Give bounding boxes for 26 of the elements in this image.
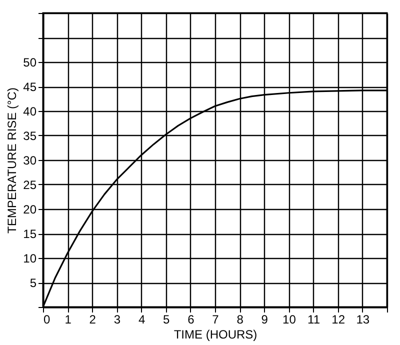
y-tick-label: 30	[23, 154, 37, 168]
x-tick-label: 1	[64, 312, 72, 326]
x-tick-label: 2	[89, 312, 96, 326]
y-tick-label: 10	[23, 252, 37, 266]
x-tick-label: 11	[308, 312, 320, 326]
x-tick-label: 13	[356, 312, 370, 326]
x-axis-title: TIME (HOURS)	[174, 328, 258, 342]
x-tick-label: 9	[261, 312, 268, 326]
y-axis-title: TEMPERATURE RISE (°C)	[5, 88, 20, 234]
x-tick-label: 6	[188, 312, 195, 326]
y-tick-label: 25	[23, 178, 37, 192]
x-tick-label: 12	[332, 312, 346, 326]
x-tick-label: 3	[114, 312, 121, 326]
y-tick-label: 40	[23, 104, 37, 118]
y-tick-label: 50	[23, 56, 37, 70]
y-tick-label: 45	[23, 80, 37, 94]
x-tick-label: 8	[236, 312, 244, 326]
y-tick-label: 35	[23, 129, 37, 143]
y-tick-label: 20	[23, 202, 37, 216]
y-tick-label: 5	[30, 276, 37, 290]
y-tick-label: 15	[23, 227, 37, 241]
x-tick-label: 7	[212, 312, 220, 326]
x-tick-label: 0	[44, 312, 50, 326]
x-tick-label: 5	[163, 312, 170, 326]
x-tick-label: 10	[282, 312, 296, 326]
x-tick-label: 4	[138, 312, 146, 326]
